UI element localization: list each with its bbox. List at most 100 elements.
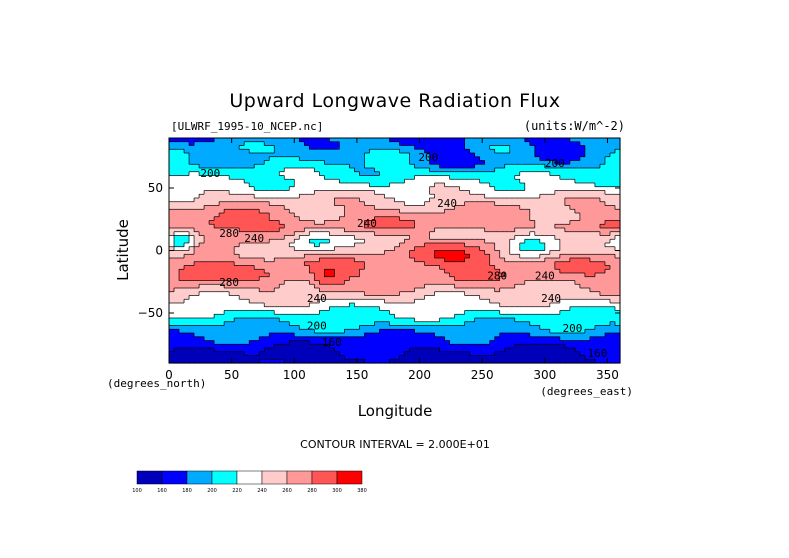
heatmap-cell [169, 273, 175, 278]
heatmap-cell [294, 186, 300, 192]
heatmap-cell [369, 168, 376, 173]
heatmap-cell [179, 254, 185, 259]
heatmap-cell [494, 145, 501, 150]
heatmap-cell [269, 224, 275, 229]
heatmap-cell [179, 171, 185, 177]
heatmap-cell [384, 179, 391, 184]
heatmap-cell [524, 291, 531, 297]
heatmap-cell [309, 194, 315, 199]
heatmap-cell [204, 171, 210, 177]
heatmap-cell [284, 306, 290, 312]
heatmap-cell [554, 183, 561, 188]
heatmap-cell [249, 183, 255, 188]
heatmap-cell [329, 141, 335, 147]
heatmap-cell [284, 141, 290, 147]
heatmap-cell [284, 321, 290, 327]
heatmap-cell [404, 153, 411, 158]
heatmap-cell [239, 295, 245, 300]
heatmap-cell [574, 336, 581, 342]
heatmap-cell [529, 168, 536, 173]
heatmap-cell [514, 333, 521, 338]
heatmap-cell [469, 216, 476, 222]
heatmap-cell [404, 209, 411, 214]
heatmap-cell [299, 258, 305, 263]
heatmap-cell [564, 175, 571, 180]
heatmap-cell [419, 179, 426, 184]
heatmap-cell [474, 235, 481, 240]
heatmap-cell [459, 168, 466, 173]
heatmap-cell [464, 149, 471, 154]
heatmap-cell [584, 183, 591, 188]
heatmap-cell [169, 340, 175, 345]
heatmap-cell [469, 295, 476, 300]
heatmap-cell [284, 171, 290, 177]
heatmap-cell [179, 336, 185, 342]
heatmap-cell [234, 344, 240, 349]
heatmap-cell [554, 194, 561, 199]
heatmap-cell [594, 209, 601, 214]
heatmap-cell [379, 205, 386, 210]
heatmap-cell [564, 265, 571, 270]
heatmap-cell [514, 246, 521, 252]
heatmap-cell [249, 231, 255, 237]
heatmap-cell [599, 156, 606, 162]
heatmap-cell [174, 190, 180, 195]
heatmap-cell [589, 269, 596, 274]
heatmap-cell [444, 235, 451, 240]
heatmap-cell [334, 303, 340, 308]
heatmap-cell [554, 306, 561, 312]
heatmap-cell [299, 138, 305, 143]
heatmap-cell [294, 205, 300, 210]
heatmap-cell [544, 280, 551, 285]
heatmap-cell [319, 145, 325, 150]
heatmap-cell [604, 303, 611, 308]
heatmap-cell [539, 138, 546, 143]
heatmap-cell [554, 243, 561, 248]
heatmap-cell [404, 254, 411, 259]
heatmap-cell [399, 190, 406, 195]
heatmap-cell [594, 156, 601, 162]
heatmap-cell [499, 258, 506, 263]
heatmap-cell [354, 295, 361, 300]
heatmap-cell [239, 209, 245, 214]
heatmap-cell [329, 168, 335, 173]
heatmap-cell [544, 175, 551, 180]
heatmap-cell [419, 198, 426, 203]
heatmap-cell [349, 175, 356, 180]
heatmap-cell [599, 310, 606, 315]
heatmap-cell [374, 269, 381, 274]
heatmap-cell [564, 149, 571, 154]
heatmap-cell [479, 329, 486, 334]
heatmap-cell [519, 171, 526, 177]
heatmap-cell [569, 239, 576, 244]
heatmap-cell [189, 220, 195, 225]
heatmap-cell [239, 201, 245, 207]
heatmap-cell [194, 209, 200, 214]
heatmap-cell [584, 231, 591, 237]
heatmap-cell [184, 183, 190, 188]
heatmap-cell [449, 314, 456, 319]
heatmap-cell [579, 284, 586, 289]
heatmap-cell [214, 243, 220, 248]
heatmap-cell [439, 340, 446, 345]
heatmap-cell [244, 325, 250, 330]
heatmap-cell [399, 194, 406, 199]
heatmap-cell [334, 190, 340, 195]
heatmap-cell [354, 224, 361, 229]
heatmap-cell [194, 258, 200, 263]
heatmap-cell [404, 164, 411, 169]
heatmap-cell [319, 318, 325, 323]
heatmap-cell [524, 160, 531, 165]
heatmap-cell [554, 220, 561, 225]
heatmap-cell [564, 171, 571, 177]
heatmap-cell [254, 224, 260, 229]
heatmap-cell [464, 235, 471, 240]
heatmap-cell [244, 288, 250, 293]
heatmap-cell [544, 160, 551, 165]
heatmap-cell [534, 228, 541, 233]
heatmap-cell [194, 254, 200, 259]
heatmap-cell [319, 306, 325, 312]
heatmap-cell [229, 235, 235, 240]
heatmap-cell [419, 171, 426, 177]
heatmap-cell [549, 329, 556, 334]
